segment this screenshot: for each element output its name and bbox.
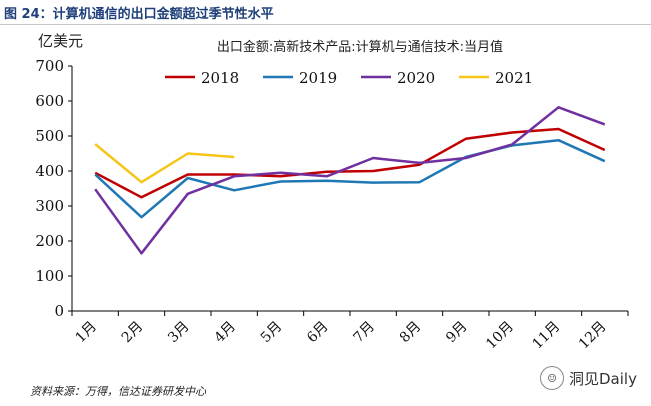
y-tick-label: 600	[35, 92, 64, 110]
x-tick-label: 5月	[258, 319, 286, 347]
x-tick-label: 6月	[304, 319, 332, 347]
series-group	[94, 106, 606, 255]
x-tick-label: 12月	[576, 319, 610, 353]
wechat-icon: ☺	[540, 366, 564, 390]
y-tick-label: 400	[35, 162, 64, 180]
y-tick-label: 100	[35, 267, 64, 285]
legend-label-2018: 2018	[201, 69, 239, 87]
y-tick-label: 300	[35, 197, 64, 215]
chart-title: 出口金额:高新技术产品:计算机与通信技术:当月值	[217, 39, 503, 55]
watermark-text: 洞见Daily	[569, 369, 637, 388]
series-line-2020	[94, 106, 606, 255]
series-line-2019	[94, 138, 606, 219]
series-line-2018	[94, 127, 606, 199]
y-tick-label: 200	[35, 232, 64, 250]
figure-title: 图 24：计算机通信的出口金额超过季节性水平	[4, 7, 274, 22]
x-tick-label: 1月	[72, 319, 100, 347]
watermark: ☺ 洞见Daily	[540, 366, 637, 390]
y-tick-label: 500	[35, 127, 64, 145]
x-tick-label: 8月	[397, 319, 425, 347]
y-tick-label: 700	[35, 57, 64, 75]
legend: 2018 2019 2020 2021	[165, 69, 533, 87]
legend-label-2020: 2020	[397, 69, 435, 87]
x-tick-label: 4月	[211, 319, 239, 347]
axes: 0 100 200 300 400 500 600 700 1月 2月 3月 4月 5月 6月 7月 8月 9月…	[35, 57, 629, 353]
source-note: 资料来源：万得，信达证券研发中心	[30, 385, 206, 398]
x-tick-label: 10月	[483, 319, 517, 353]
title-divider	[0, 24, 651, 25]
y-tick-label: 0	[54, 302, 64, 320]
legend-label-2019: 2019	[299, 69, 337, 87]
x-tick-label: 3月	[165, 319, 193, 347]
legend-label-2021: 2021	[495, 69, 533, 87]
x-tick-label: 7月	[350, 319, 378, 347]
x-tick-label: 2月	[119, 319, 147, 347]
series-line-2021	[94, 143, 235, 184]
y-axis-unit-label: 亿美元	[38, 32, 83, 50]
x-tick-label: 9月	[443, 319, 471, 347]
x-tick-label: 11月	[530, 319, 564, 353]
